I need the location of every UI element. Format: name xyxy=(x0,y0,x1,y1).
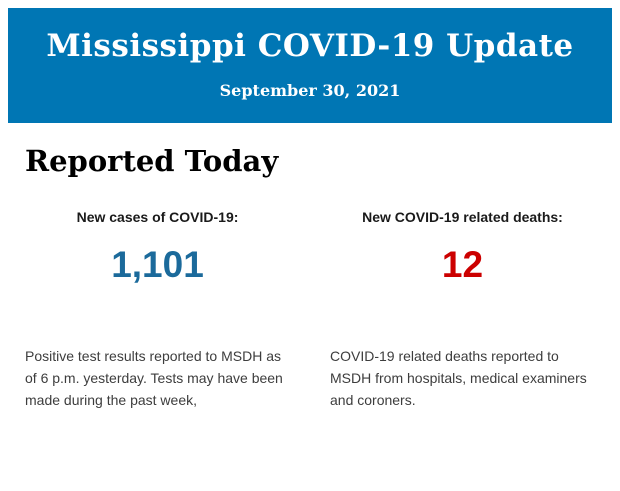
page-title: Mississippi COVID-19 Update xyxy=(46,28,574,64)
header-banner: Mississippi COVID-19 Update September 30… xyxy=(8,8,612,123)
new-cases-description: Positive test results reported to MSDH a… xyxy=(25,348,283,408)
stat-block-new-cases: New cases of COVID-19: 1,101 Positive te… xyxy=(25,209,290,425)
stat-block-new-deaths: New COVID-19 related deaths: 12 COVID-19… xyxy=(330,209,595,425)
new-deaths-value: 12 xyxy=(441,244,484,285)
new-deaths-label: New COVID-19 related deaths: xyxy=(362,209,563,225)
new-deaths-description: COVID-19 related deaths reported to MSDH… xyxy=(330,348,587,408)
stats-grid: New cases of COVID-19: 1,101 Positive te… xyxy=(25,209,595,425)
page: { "header": { "title": "Mississippi COVI… xyxy=(0,8,620,491)
section-heading: Reported Today xyxy=(25,144,279,178)
new-cases-label: New cases of COVID-19: xyxy=(76,209,239,225)
new-cases-value: 1,101 xyxy=(111,244,204,285)
report-date: September 30, 2021 xyxy=(219,81,401,100)
